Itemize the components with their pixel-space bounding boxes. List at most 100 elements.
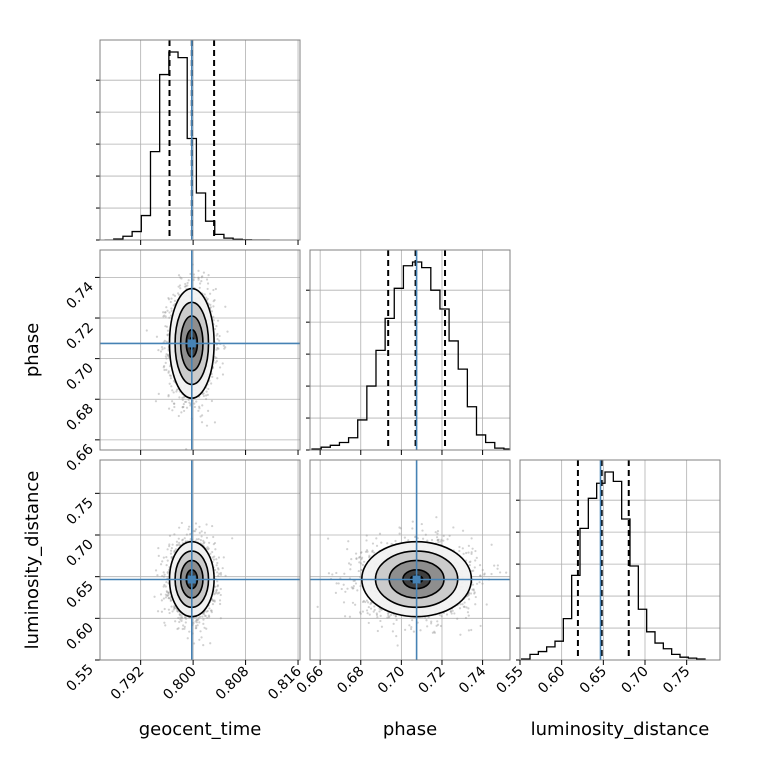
scatter-point — [210, 399, 214, 403]
scatter-point — [452, 526, 455, 529]
histogram-panel-phase — [306, 249, 511, 455]
scatter-point — [167, 371, 170, 374]
scatter-point — [359, 612, 362, 615]
scatter-point — [176, 543, 179, 546]
scatter-point — [471, 588, 474, 591]
scatter-point — [172, 391, 175, 394]
scatter-point — [368, 613, 371, 616]
scatter-point — [222, 556, 225, 559]
scatter-point — [193, 402, 196, 405]
scatter-point — [205, 296, 208, 299]
scatter-point — [164, 596, 168, 599]
scatter-point — [361, 610, 365, 613]
scatter-point — [155, 335, 159, 338]
scatter-point — [462, 605, 465, 608]
scatter-point — [379, 614, 382, 618]
scatter-point — [462, 552, 465, 555]
scatter-point — [363, 560, 366, 563]
y-tick-label: 0.72 — [63, 320, 96, 353]
scatter-point — [166, 594, 169, 597]
scatter-point — [214, 361, 217, 364]
scatter-point — [167, 608, 170, 611]
scatter-point — [183, 627, 186, 630]
scatter-point — [184, 282, 187, 286]
x-tick-label: 0.800 — [160, 664, 200, 704]
scatter-point — [412, 630, 416, 633]
scatter-point — [209, 609, 213, 612]
scatter-point — [186, 284, 189, 287]
scatter-point — [189, 404, 192, 407]
scatter-point — [212, 288, 215, 292]
scatter-point — [439, 624, 443, 628]
scatter-point — [169, 549, 173, 552]
scatter-point — [195, 619, 198, 622]
scatter-point — [218, 591, 221, 594]
scatter-point — [167, 298, 171, 301]
scatter-point — [198, 405, 201, 408]
scatter-point — [215, 324, 218, 328]
scatter-point — [197, 618, 200, 621]
y-tick-label: 0.70 — [63, 537, 96, 570]
scatter-point — [207, 614, 211, 617]
scatter-point — [375, 537, 378, 540]
scatter-point — [213, 600, 216, 603]
scatter-point — [343, 572, 346, 575]
scatter-point — [218, 599, 222, 602]
scatter-point — [387, 614, 390, 617]
scatter-point — [170, 556, 173, 559]
scatter-point — [168, 316, 171, 319]
scatter-point — [440, 538, 443, 541]
scatter-point — [464, 616, 468, 620]
scatter-point — [173, 550, 176, 553]
scatter-point — [499, 571, 502, 574]
scatter-point — [162, 315, 165, 318]
scatter-point — [167, 593, 170, 596]
scatter-point — [391, 630, 394, 633]
scatter-point — [335, 571, 338, 575]
scatter-point — [202, 271, 206, 274]
scatter-point — [359, 562, 363, 565]
scatter-point — [202, 542, 205, 545]
scatter-point — [358, 561, 361, 564]
scatter-point — [203, 293, 206, 296]
scatter-point — [217, 567, 220, 570]
scatter-point — [180, 521, 183, 525]
scatter-point — [183, 285, 187, 288]
scatter-point — [162, 585, 165, 588]
scatter-point — [176, 627, 179, 631]
scatter-point — [209, 642, 212, 645]
scatter-point — [170, 605, 173, 608]
scatter-point — [174, 548, 178, 551]
scatter-point — [163, 365, 166, 368]
scatter-point — [159, 563, 163, 566]
scatter-point — [430, 620, 433, 623]
scatter-point — [165, 368, 168, 371]
scatter-point — [380, 608, 383, 611]
scatter-point — [165, 556, 168, 559]
scatter-point — [221, 373, 225, 376]
scatter-point — [411, 520, 414, 523]
scatter-point — [157, 546, 160, 550]
scatter-point — [219, 587, 222, 591]
scatter-point — [215, 588, 218, 591]
scatter-point — [167, 591, 170, 595]
scatter-point — [376, 616, 379, 619]
panel-frame — [309, 249, 511, 451]
scatter-point — [183, 616, 186, 619]
scatter-point — [170, 385, 173, 388]
scatter-point — [206, 393, 209, 396]
scatter-point — [335, 582, 338, 585]
scatter-point — [210, 310, 213, 313]
scatter-point — [467, 629, 471, 632]
scatter-point — [442, 534, 445, 537]
scatter-point — [194, 528, 198, 531]
scatter-point — [346, 548, 349, 551]
panel-frame — [99, 459, 301, 661]
scatter-point — [435, 624, 438, 627]
histogram-line — [311, 261, 510, 450]
scatter-point — [376, 629, 379, 633]
scatter-point — [215, 348, 218, 351]
scatter-point — [182, 396, 185, 399]
scatter-point — [170, 297, 173, 300]
scatter-point — [213, 599, 216, 602]
